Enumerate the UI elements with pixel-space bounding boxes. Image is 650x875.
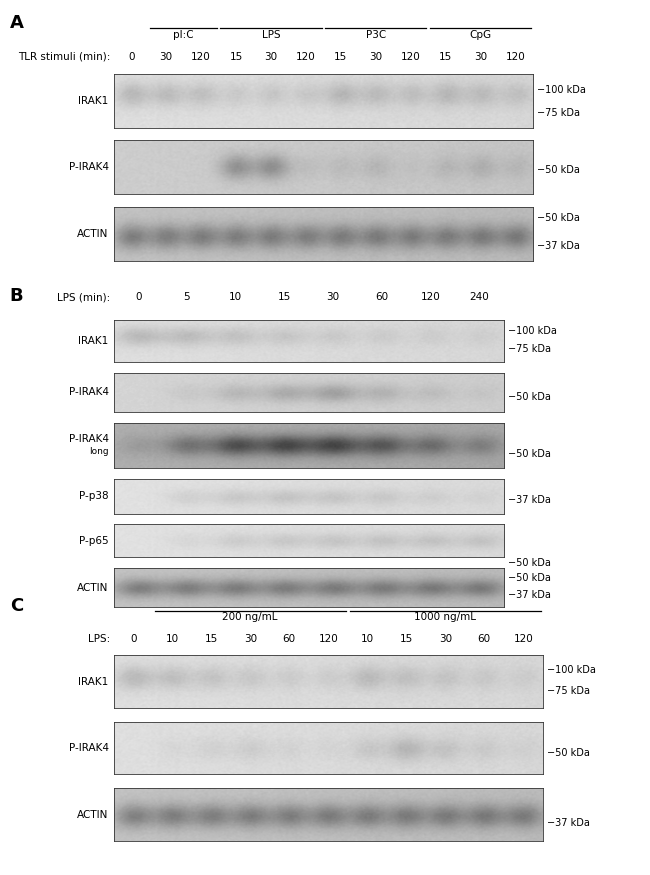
Text: 0: 0 [135,292,142,302]
Text: −50 kDa: −50 kDa [537,214,580,223]
Text: 200 ng/mL: 200 ng/mL [222,612,278,622]
Text: 30: 30 [369,52,382,61]
Text: −75 kDa: −75 kDa [547,686,590,696]
Text: 30: 30 [474,52,487,61]
Text: 15: 15 [205,634,218,644]
Text: −37 kDa: −37 kDa [547,817,590,828]
Text: 120: 120 [296,52,316,61]
Text: 120: 120 [318,634,338,644]
Text: 1000 ng/mL: 1000 ng/mL [414,612,476,622]
Text: −37 kDa: −37 kDa [508,494,551,505]
Text: −75 kDa: −75 kDa [537,108,580,117]
Text: 15: 15 [439,52,452,61]
Text: 60: 60 [283,634,296,644]
Text: LPS: LPS [262,30,280,39]
Text: −50 kDa: −50 kDa [508,557,551,568]
Text: 15: 15 [229,52,242,61]
Text: 5: 5 [183,292,190,302]
Text: long: long [89,447,109,456]
Text: 30: 30 [160,52,173,61]
Text: P-IRAK4: P-IRAK4 [68,743,109,753]
Text: 120: 120 [401,52,421,61]
Text: P-p38: P-p38 [79,491,109,501]
Text: −50 kDa: −50 kDa [537,164,580,175]
Text: 30: 30 [265,52,278,61]
Text: 60: 60 [375,292,389,302]
Text: −100 kDa: −100 kDa [508,326,556,336]
Text: IRAK1: IRAK1 [78,676,109,687]
Text: ACTIN: ACTIN [77,809,109,820]
Text: 15: 15 [334,52,348,61]
Text: IRAK1: IRAK1 [78,336,109,346]
Text: ACTIN: ACTIN [77,228,109,239]
Text: 30: 30 [244,634,257,644]
Text: P-p65: P-p65 [79,536,109,546]
Text: P-IRAK4: P-IRAK4 [68,162,109,172]
Text: 0: 0 [130,634,136,644]
Text: −50 kDa: −50 kDa [508,392,551,402]
Text: P-IRAK4: P-IRAK4 [68,388,109,397]
Text: 120: 120 [506,52,525,61]
Text: 30: 30 [439,634,452,644]
Text: 10: 10 [166,634,179,644]
Text: ACTIN: ACTIN [77,583,109,592]
Text: LPS (min):: LPS (min): [57,292,110,302]
Text: −50 kDa: −50 kDa [547,748,590,759]
Text: 30: 30 [326,292,340,302]
Text: 15: 15 [278,292,291,302]
Text: −50 kDa: −50 kDa [508,573,551,583]
Text: 120: 120 [514,634,533,644]
Text: B: B [10,287,23,305]
Text: CpG: CpG [469,30,491,39]
Text: C: C [10,597,23,615]
Text: −50 kDa: −50 kDa [508,449,551,458]
Text: pI:C: pI:C [174,30,194,39]
Text: −75 kDa: −75 kDa [508,344,551,354]
Text: −100 kDa: −100 kDa [537,85,586,94]
Text: LPS:: LPS: [88,634,110,644]
Text: P3C: P3C [366,30,386,39]
Text: −37 kDa: −37 kDa [537,241,580,250]
Text: P-IRAK4: P-IRAK4 [68,434,109,444]
Text: 15: 15 [400,634,413,644]
Text: 120: 120 [421,292,441,302]
Text: 0: 0 [128,52,135,61]
Text: 240: 240 [469,292,489,302]
Text: 10: 10 [229,292,242,302]
Text: 60: 60 [478,634,491,644]
Text: 10: 10 [361,634,374,644]
Text: TLR stimuli (min):: TLR stimuli (min): [18,52,111,61]
Text: −37 kDa: −37 kDa [508,591,551,600]
Text: IRAK1: IRAK1 [78,95,109,106]
Text: −100 kDa: −100 kDa [547,665,595,676]
Text: 120: 120 [191,52,211,61]
Text: A: A [10,14,23,32]
